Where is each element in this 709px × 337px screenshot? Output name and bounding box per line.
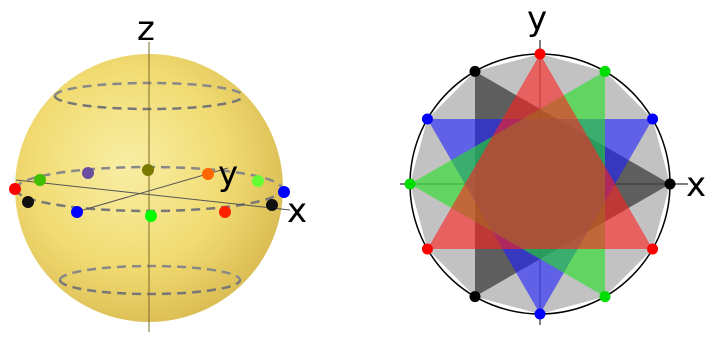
x-axis-line: [15, 179, 291, 211]
triangle-layers: [410, 54, 670, 314]
projection-diagram: y x: [400, 0, 706, 325]
vertex-point-3: [664, 178, 676, 190]
vertex-point-10: [421, 113, 433, 125]
vertex-point-6: [534, 308, 546, 320]
red-point-left: [9, 183, 21, 195]
vertex-point-2: [647, 113, 659, 125]
blue-point-right: [278, 186, 290, 198]
vertex-point-1: [599, 65, 611, 77]
black-point-right: [266, 199, 278, 211]
lower-latitude-ring-back: [58, 264, 242, 281]
vertex-point-4: [647, 243, 659, 255]
equator-points: [9, 164, 290, 222]
vertex-point-9: [404, 178, 416, 190]
light-green-point-right: [252, 175, 264, 187]
red-triangle: [427, 54, 653, 249]
purple-point-back: [82, 167, 94, 179]
y-axis-label-sphere: y: [218, 154, 238, 194]
green-point-front: [145, 210, 157, 222]
red-point-front-right: [219, 206, 231, 218]
olive-point-back: [142, 164, 154, 176]
black-point-left: [22, 196, 34, 208]
green-point-left: [34, 174, 46, 186]
lower-latitude-ring-front: [58, 279, 242, 296]
z-axis-label: z: [137, 9, 155, 49]
vertex-point-5: [599, 291, 611, 303]
vertex-point-7: [469, 291, 481, 303]
vertex-point-8: [421, 243, 433, 255]
x-axis-label-sphere: x: [287, 191, 307, 231]
sphere-diagram: z y x: [9, 9, 307, 332]
vertex-point-11: [469, 65, 481, 77]
blue-point-front-left: [71, 206, 83, 218]
proj-y-axis-label: y: [527, 0, 547, 39]
vertex-point-0: [534, 48, 546, 60]
vertex-points: [404, 48, 676, 320]
orange-point-back: [202, 168, 214, 180]
proj-x-axis-label: x: [686, 165, 706, 205]
